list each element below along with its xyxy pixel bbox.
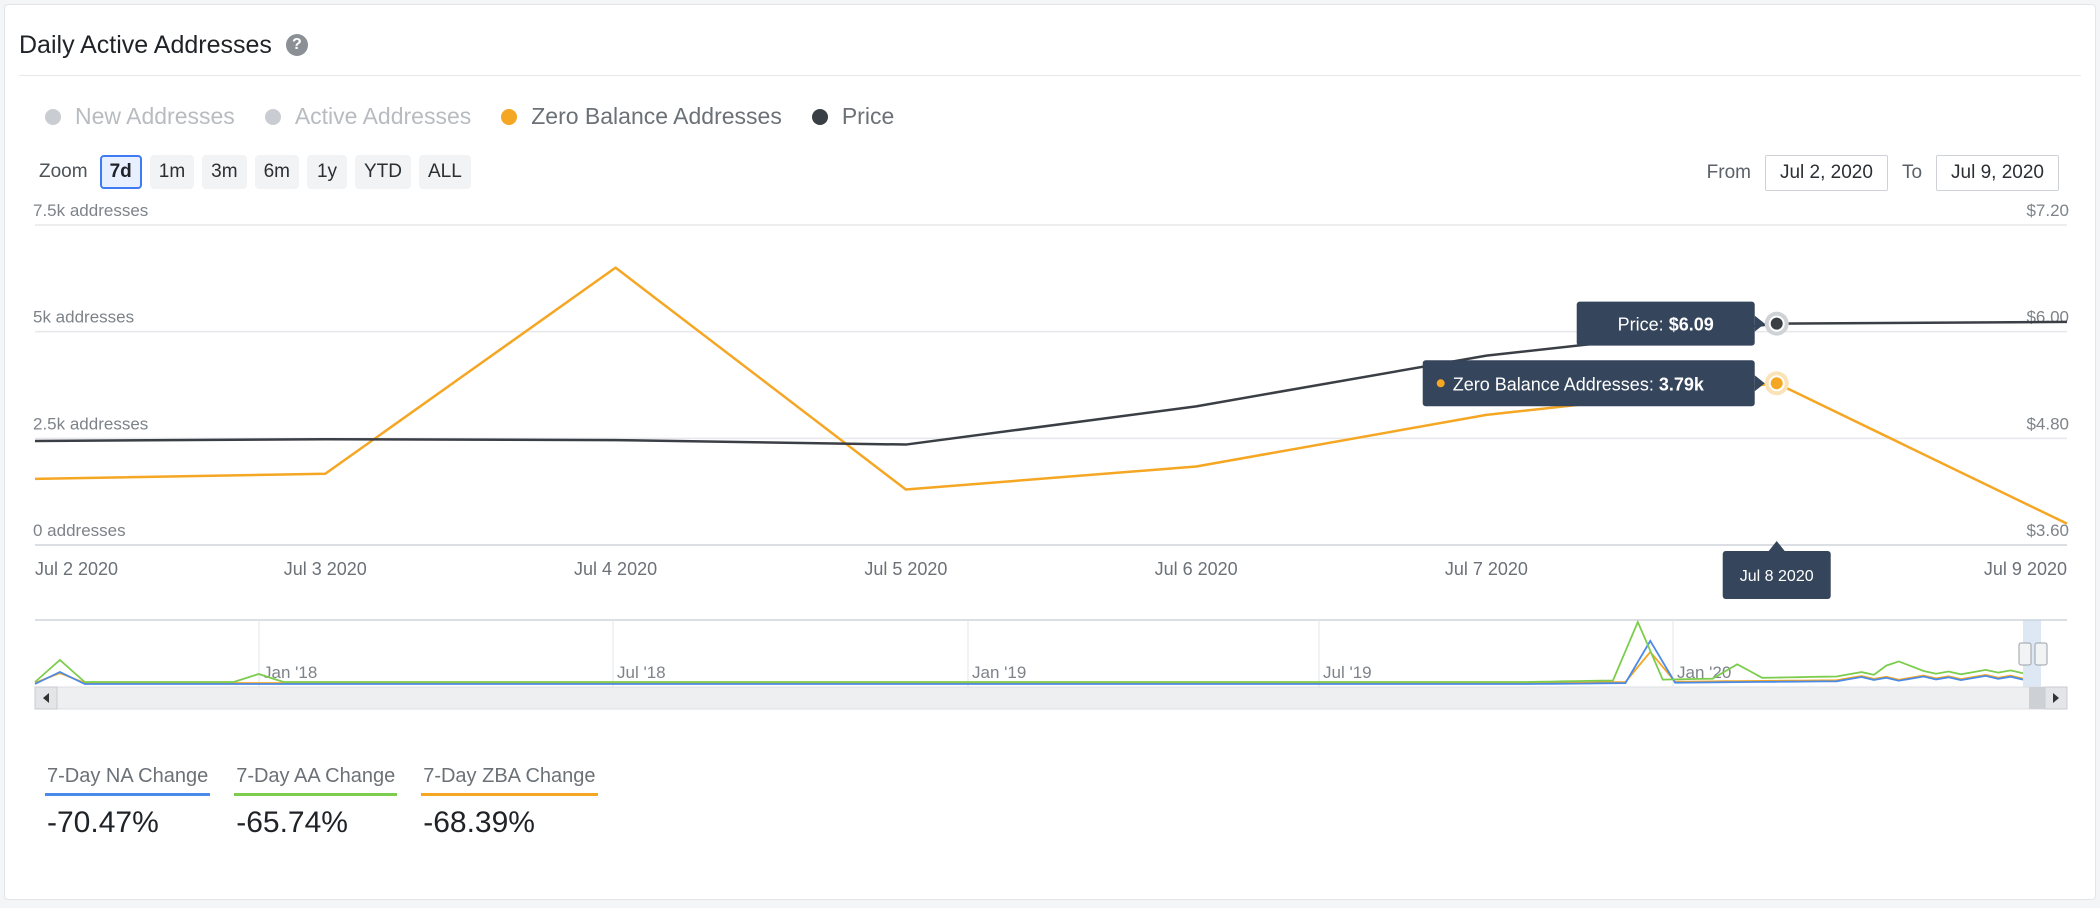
zba-tooltip-value: 3.79k	[1659, 374, 1705, 394]
stat-na-change: 7-Day NA Change -70.47%	[45, 765, 211, 840]
price-tooltip-value: $6.09	[1669, 315, 1714, 335]
x-axis-tick-label: Jul 5 2020	[864, 559, 947, 579]
legend-dot-icon	[264, 108, 281, 125]
chart-plot[interactable]: 0 addresses 2.5k addresses 5k addresses 7.5…	[5, 5, 2097, 745]
stat-label: 7-Day AA Change	[234, 765, 398, 796]
stat-label: 7-Day NA Change	[45, 765, 211, 796]
navigator-series-line	[34, 639, 2024, 685]
zoom-button-1m[interactable]: 1m	[149, 155, 195, 189]
zba-tooltip	[1422, 360, 1755, 407]
page-title: Daily Active Addresses	[19, 30, 272, 59]
x-axis-tick-label: Jul 4 2020	[574, 559, 657, 579]
x-axis-tick-label: Jul 3 2020	[284, 559, 367, 579]
legend-item-active-addresses[interactable]: Active Addresses	[264, 103, 472, 130]
zoom-button-7d[interactable]: 7d	[99, 155, 142, 189]
navigator-selection	[2023, 620, 2041, 687]
y-axis-right-tick-label: $6.00	[2026, 308, 2069, 327]
scrollbar-thumb	[2029, 687, 2045, 709]
y-axis-left-tick-label: 2.5k addresses	[33, 414, 148, 433]
legend-label: Price	[841, 103, 895, 129]
date-tooltip	[1722, 551, 1831, 599]
navigator-handle-icon	[2034, 642, 2048, 666]
navigator-handle-icon	[2018, 642, 2032, 666]
price-tooltip-label: Price:	[1618, 315, 1669, 335]
zba-tooltip-dot-icon	[1436, 379, 1445, 388]
zba-hover-point	[1768, 375, 1785, 392]
navigator-series-line	[34, 650, 2024, 684]
stat-value: -65.74%	[236, 806, 348, 839]
y-axis-left-tick-label: 5k addresses	[33, 308, 134, 327]
date-tooltip-text: Jul 8 2020	[1740, 568, 1814, 585]
zba-tooltip-label: Zero Balance Addresses:	[1453, 374, 1659, 394]
x-axis-tick-label: Jul 2 2020	[35, 559, 118, 579]
chart-card: Daily Active Addresses ? New Addresses A…	[4, 4, 2096, 900]
navigator-scrollbar	[34, 686, 2068, 710]
zoom-button-ytd[interactable]: YTD	[354, 155, 411, 189]
chart-legend: New Addresses Active Addresses Zero Bala…	[45, 103, 894, 130]
stat-aa-change: 7-Day AA Change -65.74%	[234, 765, 398, 840]
navigator-tick-label: Jan '20	[1677, 663, 1731, 682]
to-date-input[interactable]: Jul 9, 2020	[1936, 155, 2059, 191]
legend-label: Zero Balance Addresses	[531, 103, 782, 129]
legend-item-zero-balance-addresses[interactable]: Zero Balance Addresses	[501, 103, 782, 130]
arrow-right-icon	[2053, 693, 2059, 703]
price-tooltip-arrow	[1754, 315, 1765, 332]
y-axis-right-tick-label: $7.20	[2026, 201, 2069, 220]
legend-dot-icon	[811, 108, 828, 125]
zoom-button-1y[interactable]: 1y	[306, 155, 347, 189]
y-axis-right-tick-label: $3.60	[2026, 521, 2069, 540]
legend-dot-icon	[45, 108, 61, 125]
card-header: Daily Active Addresses ?	[19, 25, 308, 65]
legend-item-price[interactable]: Price	[811, 103, 895, 130]
legend-label: Active Addresses	[294, 103, 472, 129]
navigator-tick-label: Jul '19	[1323, 663, 1372, 682]
header-divider	[19, 75, 2081, 76]
zba-tooltip-text: Zero Balance Addresses: 3.79k	[1453, 374, 1705, 394]
date-tooltip-arrow	[1768, 541, 1785, 551]
zoom-toolbar: Zoom 7d 1m 3m 6m 1y YTD ALL	[39, 155, 471, 189]
y-axis-right-tick-label: $4.80	[2026, 414, 2069, 433]
arrow-left-icon	[43, 693, 49, 703]
navigator-tick-label: Jan '18	[263, 663, 317, 682]
price-tooltip-text: Price: $6.09	[1618, 315, 1714, 335]
y-axis-left-tick-label: 0 addresses	[33, 521, 126, 540]
navigator-tick-label: Jan '19	[972, 663, 1026, 682]
from-label: From	[1706, 162, 1751, 183]
to-label: To	[1901, 162, 1923, 183]
y-axis-left-tick-label: 7.5k addresses	[33, 201, 148, 220]
price-tooltip	[1576, 301, 1755, 346]
question-circle-icon[interactable]: ?	[285, 34, 308, 56]
zoom-button-6m[interactable]: 6m	[254, 155, 299, 189]
stat-label: 7-Day ZBA Change	[421, 765, 598, 796]
x-axis-tick-label: Jul 9 2020	[1984, 559, 2067, 579]
date-range: From Jul 2, 2020 To Jul 9, 2020	[1707, 155, 2059, 191]
stat-value: -68.39%	[423, 806, 535, 839]
stat-value: -70.47%	[47, 806, 159, 839]
series-line-zero-balance-addresses	[34, 266, 2068, 525]
zoom-label: Zoom	[39, 161, 88, 182]
zoom-button-3m[interactable]: 3m	[202, 155, 247, 189]
legend-label: New Addresses	[75, 103, 235, 129]
zoom-button-all[interactable]: ALL	[418, 155, 471, 189]
stats-row: 7-Day NA Change -70.47% 7-Day AA Change …	[45, 765, 598, 840]
legend-item-new-addresses[interactable]: New Addresses	[45, 103, 235, 130]
legend-dot-icon	[501, 108, 518, 125]
stat-zba-change: 7-Day ZBA Change -68.39%	[421, 765, 598, 840]
price-hover-point	[1768, 315, 1785, 332]
navigator-series-line	[34, 619, 2024, 683]
x-axis-tick-label: Jul 7 2020	[1445, 559, 1528, 579]
zba-tooltip-arrow	[1754, 375, 1765, 392]
from-date-input[interactable]: Jul 2, 2020	[1764, 155, 1888, 191]
navigator-tick-label: Jul '18	[617, 663, 666, 682]
x-axis-tick-label: Jul 6 2020	[1155, 559, 1238, 579]
